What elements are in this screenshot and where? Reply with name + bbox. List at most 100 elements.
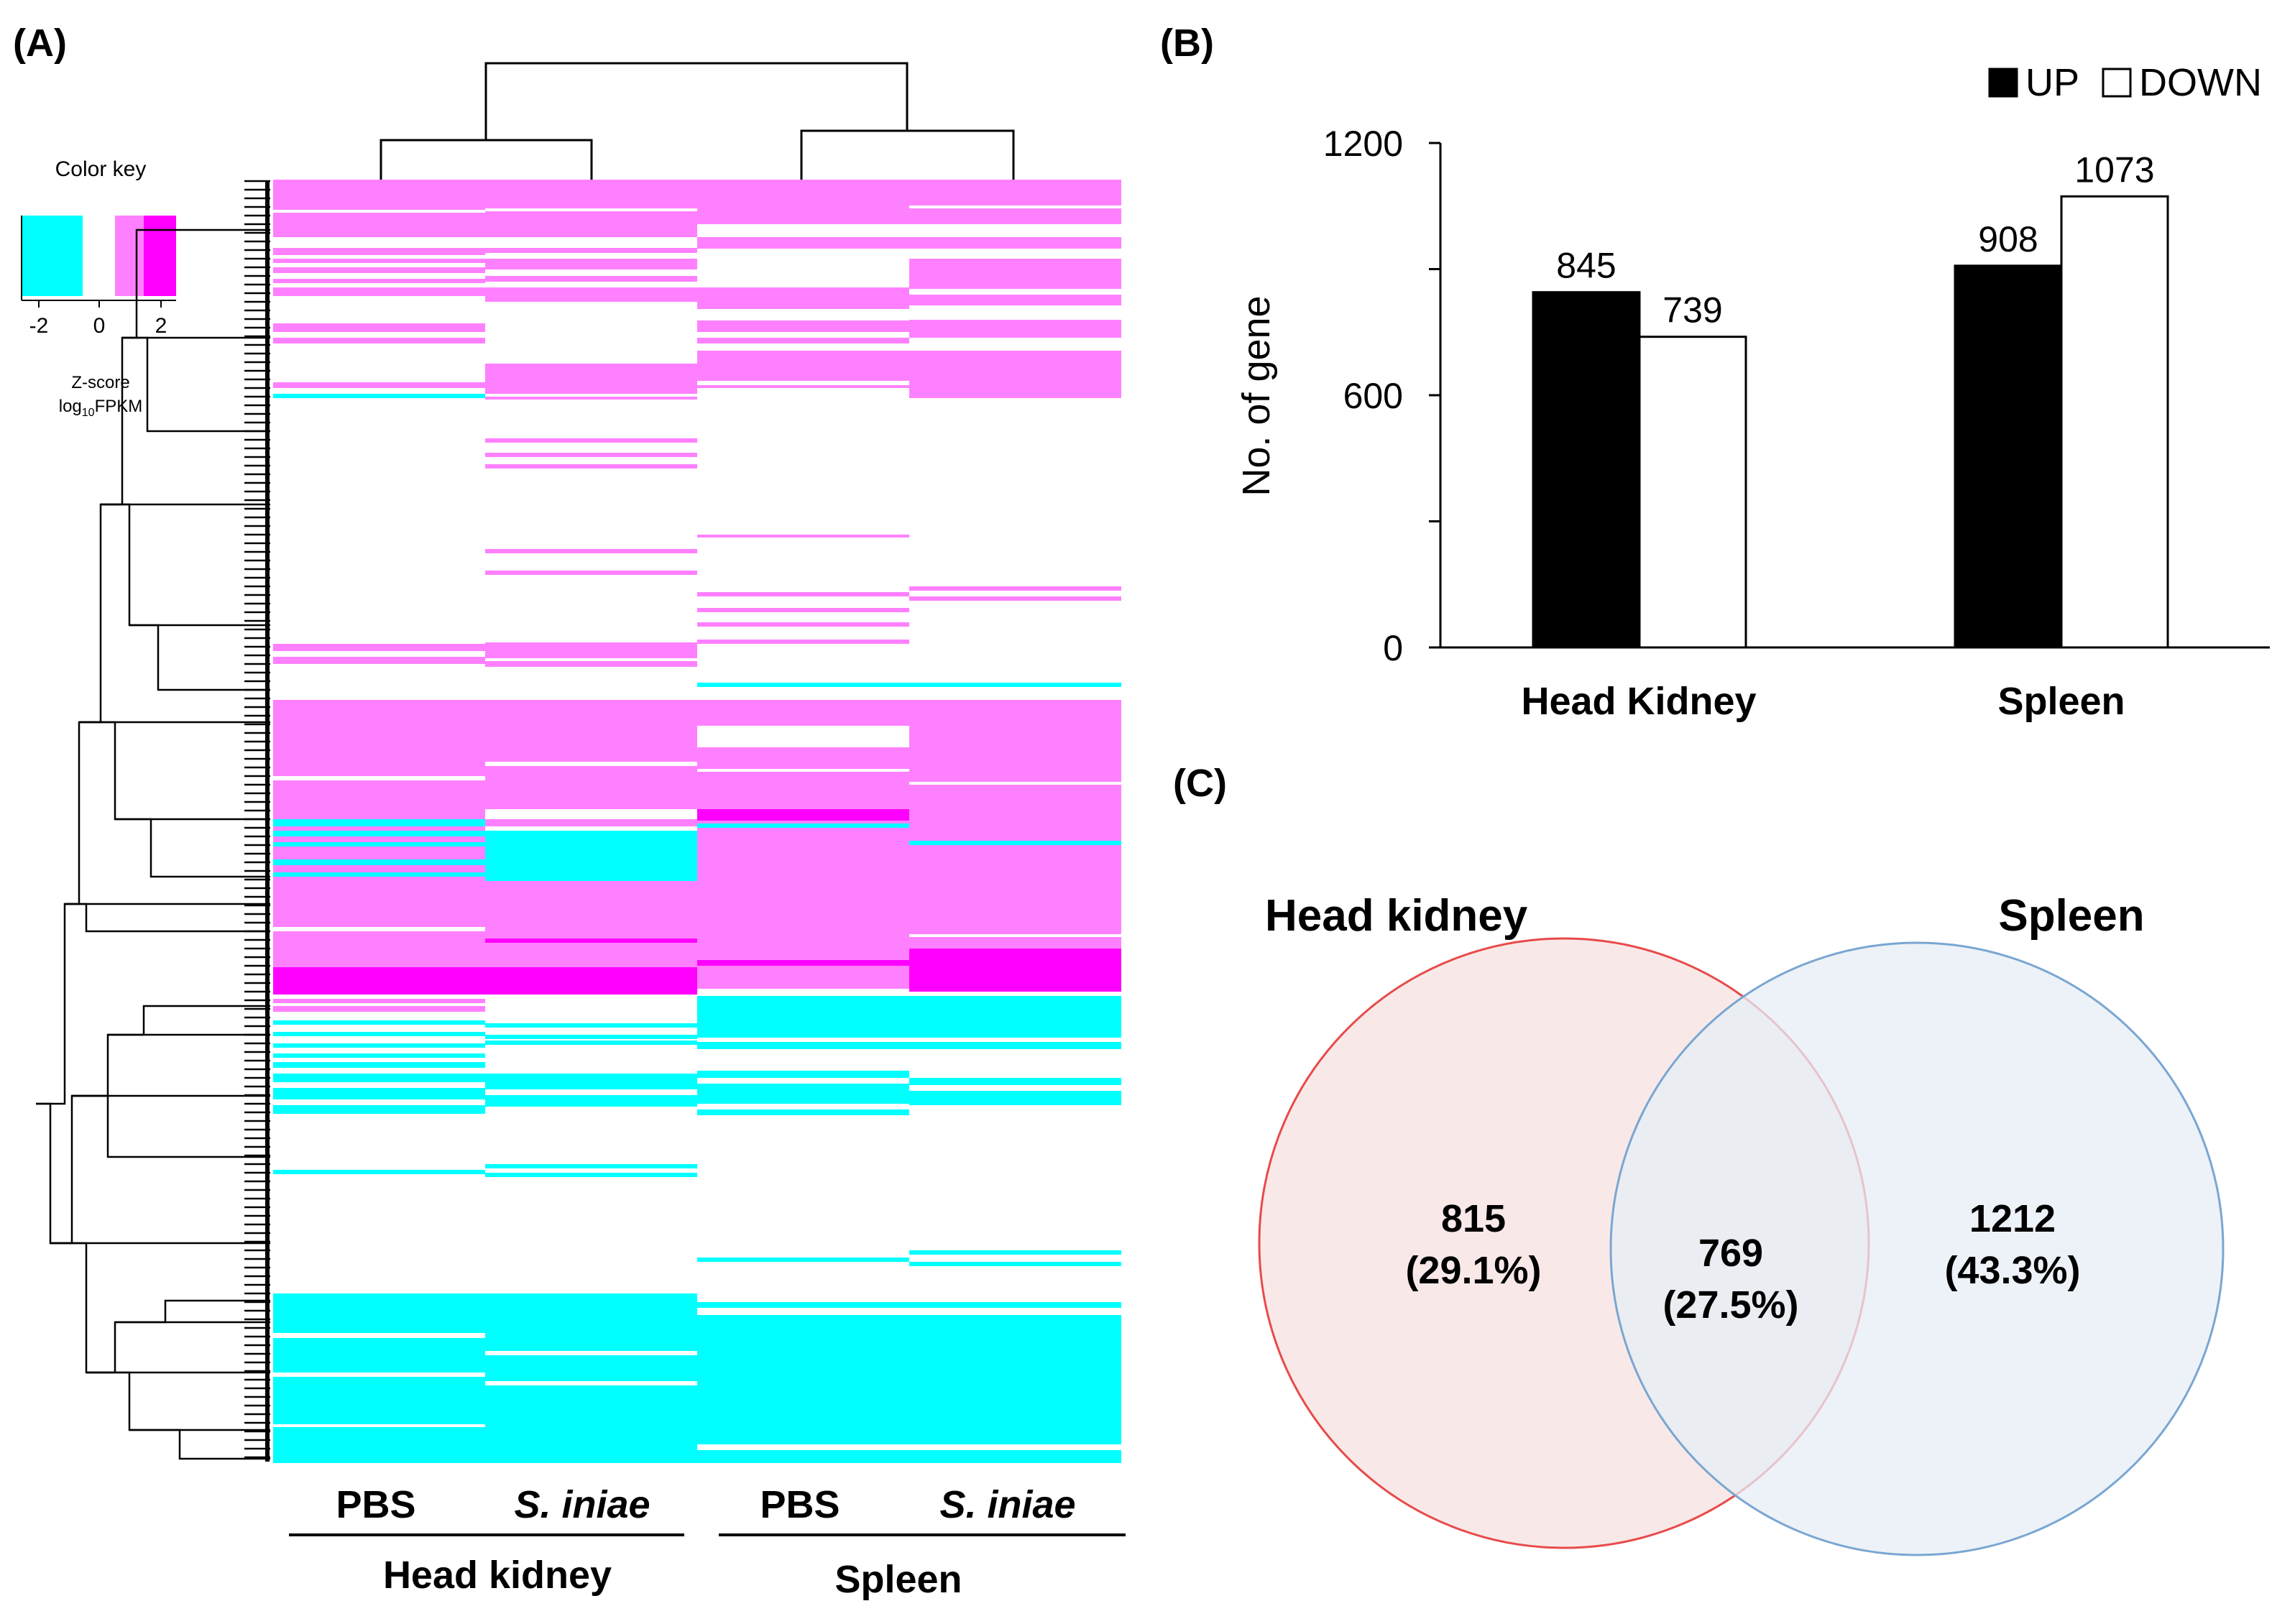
heatmap-band [273,999,485,1003]
legend-label-down: DOWN [2139,61,2262,104]
heatmap-band [909,700,1121,881]
bar-category-spleen: Spleen [1997,680,2125,723]
heatmap-band [273,394,485,398]
heatmap-band [697,809,909,821]
heatmap-band [697,881,909,974]
bar-up-head-kidney [1532,291,1641,649]
legend-label-up: UP [2025,61,2079,104]
heatmap-gap [909,1444,1121,1450]
heatmap-gap [697,769,909,772]
bar-category-head-kidney: Head Kidney [1521,680,1756,723]
heatmap-band [909,596,1121,601]
bar-value-label: 739 [1662,290,1722,331]
heatmap-band [697,608,909,612]
panel-b: (B) UP DOWN No. of gene 0 600 1200 845 739 9… [1160,22,2270,723]
heatmap-band [909,237,1121,249]
bar-y-tick-label: 0 [1383,628,1403,668]
heatmap-band [697,700,909,726]
group-label-head-kidney: Head kidney [383,1554,612,1597]
heatmap-band [273,259,485,263]
color-key-caption-2: log10FPKM [59,397,143,419]
venn-count-overlap: 769 [1698,1232,1763,1275]
bar-y-tick-label: 1200 [1323,124,1403,164]
heatmap-band [697,1084,909,1104]
heatmap-band [485,967,697,995]
heatmap-band [485,571,697,575]
heatmap-band [485,642,697,658]
color-key: Color key -2 0 2 Z-score log10FPKM [21,157,176,419]
heatmap-band [909,1078,1121,1085]
panel-a-label: (A) [13,22,67,65]
heatmap-band [273,287,485,296]
heatmap-band [909,180,1121,224]
color-key-swatch-mid [115,216,144,296]
row-dendrogram-branch [72,1094,270,1158]
heatmap-band [273,831,485,836]
color-key-swatch-high [144,216,176,296]
heatmap-band [485,1035,697,1039]
heatmap-band [697,967,909,989]
color-key-caption-1: Z-score [71,373,129,392]
heatmap-band [697,338,909,343]
heatmap-gap [909,1308,1121,1315]
heatmap-band [697,1109,909,1115]
heatmap-gap [485,1381,697,1385]
heatmap-gap [485,208,697,211]
heatmap-band [273,657,485,664]
heatmap-band [273,224,485,237]
heatmap-gap [273,1424,485,1427]
heatmap-band [273,1105,485,1114]
heatmap-gap [485,1351,697,1355]
heatmap-band [273,267,485,273]
heatmap-band [909,841,1121,845]
heatmap-band [273,180,485,224]
heatmap-band [485,364,697,394]
bar-up-spleen [1954,264,2063,649]
heatmap-band [909,1091,1121,1105]
venn-percent-overlap: (27.5%) [1662,1283,1798,1327]
panel-b-label: (B) [1160,22,1214,65]
color-key-title: Color key [55,157,147,181]
heatmap-band [273,1293,485,1463]
heatmap-gap [697,1444,909,1450]
heatmap-gap [909,206,1121,208]
bar-down-head-kidney [1638,336,1747,649]
heatmap-band [485,700,697,809]
heatmap-band [697,180,909,224]
heatmap-band [273,382,485,388]
heatmap-column-labels: PBS S. iniae PBS S. iniae Head kidney Sp… [289,1483,1126,1601]
heatmap-band [909,1262,1121,1266]
heatmap-band [697,640,909,644]
venn-count-spleen: 1212 [1969,1197,2056,1240]
bar-marks: 845 739 908 1073 [1532,149,2169,649]
column-dendrogram [380,62,1015,180]
venn-set-label-head-kidney: Head kidney [1265,891,1528,941]
row-dendrogram-branch [72,1033,270,1097]
legend-swatch-down [2102,68,2132,98]
heatmap-band [909,259,1121,289]
row-dendrogram [36,180,270,1462]
row-dendrogram-branch [50,1094,270,1245]
row-dendrogram-branch [115,818,270,878]
heatmap-band [273,323,485,332]
heatmap-band [485,831,697,881]
heatmap-band [485,248,697,253]
heatmap-band [485,549,697,553]
heatmap-band [273,1043,485,1048]
column-label-sp-siniae: S. iniae [939,1483,1075,1526]
heatmap-band [697,535,909,538]
row-dendrogram-branch [108,1005,270,1036]
heatmap-band [273,859,485,865]
bar-down-spleen [2060,195,2169,649]
heatmap-band [485,1023,697,1028]
row-dendrogram-branch [65,903,270,933]
panel-a: (A) Color key -2 0 2 Z-score log10FPKM [13,22,1126,1601]
heatmap-band [485,224,697,237]
heatmap-band [697,747,909,812]
heatmap-gap [273,776,485,780]
venn-circle-spleen [1609,941,2225,1556]
heatmap-band [273,872,485,877]
heatmap-band [485,819,697,826]
heatmap-band [273,1062,485,1068]
heatmap-band [485,276,697,282]
